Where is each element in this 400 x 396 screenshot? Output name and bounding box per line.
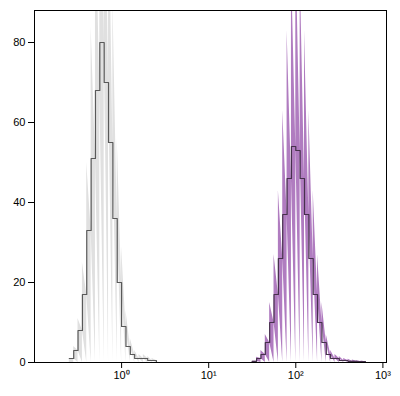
svg-text:20: 20 [13, 276, 25, 288]
svg-text:10¹: 10¹ [201, 369, 217, 381]
svg-text:0: 0 [19, 356, 25, 368]
svg-text:10²: 10² [288, 369, 304, 381]
svg-text:60: 60 [13, 116, 25, 128]
svg-text:10⁰: 10⁰ [113, 369, 129, 381]
svg-text:80: 80 [13, 36, 25, 48]
svg-text:10³: 10³ [375, 369, 391, 381]
svg-text:40: 40 [13, 196, 25, 208]
